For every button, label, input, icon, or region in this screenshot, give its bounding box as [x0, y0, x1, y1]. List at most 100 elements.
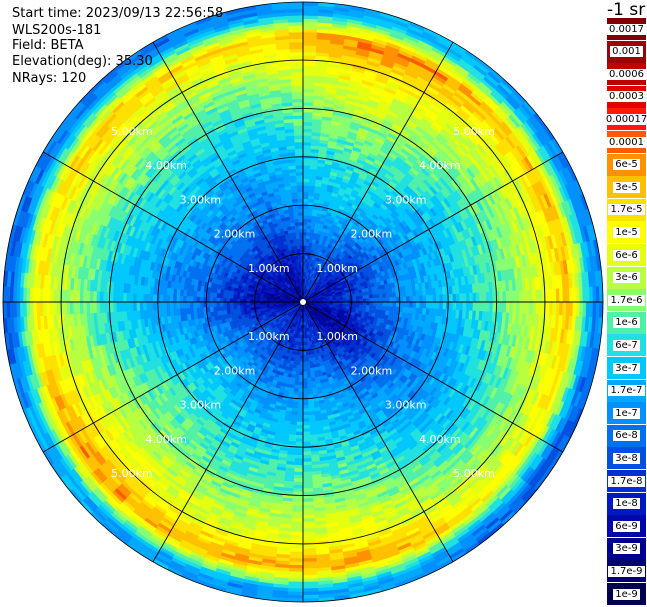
heatmap-cell [579, 287, 584, 303]
heatmap-cell [302, 65, 316, 70]
heatmap-cell [302, 91, 315, 96]
heatmap-cell [525, 301, 530, 315]
heatmap-cell [302, 195, 309, 200]
heatmap-cell [509, 290, 514, 303]
heatmap-cell [389, 301, 394, 307]
heatmap-cell [302, 171, 311, 176]
heatmap-cell [302, 178, 310, 183]
heatmap-cell [575, 301, 580, 317]
heatmap-cell [302, 31, 318, 36]
heatmap-cell [532, 289, 537, 303]
heatmap-cell [306, 228, 311, 233]
heatmap-cell [595, 301, 600, 318]
heatmap-cell [306, 225, 312, 230]
heatmap-cell [512, 301, 517, 314]
heatmap-cell [465, 293, 470, 303]
heatmap-cell [535, 289, 540, 303]
heatmap-cell [402, 290, 407, 297]
heatmap-cell [382, 305, 387, 311]
heatmap-cell [359, 304, 364, 309]
heatmap-cell [372, 301, 377, 307]
heatmap-cell [372, 297, 377, 303]
heatmap-cell [355, 295, 360, 300]
heatmap-cell [302, 51, 317, 56]
heatmap-cell [472, 292, 477, 303]
heatmap-cell [302, 131, 313, 136]
heatmap-cell [442, 301, 447, 310]
heatmap-cell [365, 294, 370, 299]
heatmap-cell [545, 288, 550, 303]
heatmap-cell [482, 292, 487, 303]
heatmap-cell [302, 138, 312, 143]
heatmap-cell [376, 297, 380, 303]
heatmap-cell [595, 286, 600, 303]
heatmap-cell [415, 301, 420, 309]
heatmap-cell [302, 101, 314, 106]
heatmap-cell [475, 292, 480, 303]
heatmap-cell [302, 141, 312, 146]
heatmap-cell [302, 15, 319, 20]
heatmap-cell [452, 301, 457, 311]
heatmap-cell [579, 301, 584, 317]
heatmap-cell [392, 301, 397, 308]
heatmap-cell [515, 301, 520, 314]
heatmap-cell [302, 81, 315, 86]
heatmap-cell [302, 11, 319, 16]
heatmap-cell [435, 301, 440, 310]
heatmap-cell [469, 301, 474, 312]
heatmap-cell [512, 290, 517, 303]
heatmap-cell [302, 161, 311, 166]
heatmap-cell [302, 208, 309, 213]
heatmap-cell [432, 301, 437, 310]
heatmap-cell [302, 88, 315, 93]
heatmap-cell [302, 185, 310, 190]
heatmap-cell [302, 111, 314, 116]
heatmap-cell [582, 301, 587, 318]
heatmap-cell [482, 301, 487, 312]
backscatter-heatmap [2, 1, 604, 603]
heatmap-cell [422, 295, 427, 303]
heatmap-cell [302, 218, 308, 223]
heatmap-cell [405, 296, 410, 303]
heatmap-cell [306, 235, 311, 240]
heatmap-cell [539, 301, 544, 315]
heatmap-cell [425, 295, 430, 303]
heatmap-cell [386, 297, 390, 303]
heatmap-cell [589, 301, 594, 318]
heatmap-cell [302, 95, 315, 100]
heatmap-cell [302, 35, 318, 40]
heatmap-cell [358, 292, 363, 297]
heatmap-cell [572, 301, 577, 317]
heatmap-cell [435, 294, 440, 303]
heatmap-cell [569, 301, 574, 317]
heatmap-cell [379, 301, 384, 307]
heatmap-cell [555, 288, 560, 303]
heatmap-cell [419, 301, 424, 309]
heatmap-cell [306, 221, 312, 226]
heatmap-cell [306, 218, 312, 223]
heatmap-cell [302, 128, 313, 133]
heatmap-cell [532, 301, 537, 315]
heatmap-cell [388, 292, 394, 298]
heatmap-cell [302, 121, 313, 126]
heatmap-cell [352, 296, 357, 300]
heatmap-cell [307, 211, 313, 217]
heatmap-cell [522, 290, 527, 303]
heatmap-cell [492, 301, 497, 313]
heatmap-cell [362, 295, 367, 300]
heatmap-cell [449, 293, 454, 303]
heatmap-cell [302, 228, 308, 233]
heatmap-cell [489, 301, 494, 313]
heatmap-cell [372, 294, 377, 299]
heatmap-cell [382, 301, 387, 307]
heatmap-cell [589, 286, 594, 303]
heatmap-cell [362, 301, 367, 306]
heatmap-cell [545, 301, 550, 316]
heatmap-cell [376, 301, 380, 307]
heatmap-cell [439, 301, 444, 310]
heatmap-cell [302, 238, 307, 243]
heatmap-cell [307, 208, 313, 213]
heatmap-cell [375, 293, 380, 299]
heatmap-cell [582, 286, 587, 303]
heatmap-cell [359, 301, 364, 306]
